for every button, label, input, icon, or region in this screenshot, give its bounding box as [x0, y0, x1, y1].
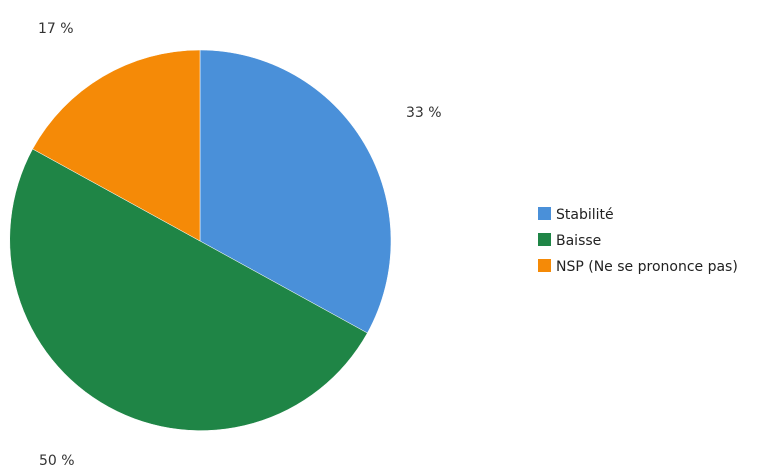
legend-swatch-3 — [538, 259, 551, 272]
pie-slice-1 — [199, 49, 392, 334]
legend-label-2: Baisse — [556, 233, 601, 249]
pie-slice-label-1: 33 % — [406, 105, 442, 121]
legend-swatch-1 — [538, 207, 551, 220]
pie-slice-3 — [32, 49, 201, 242]
legend-swatch-2 — [538, 233, 551, 246]
legend-label-3: NSP (Ne se prononce pas) — [556, 259, 738, 275]
pie-slice-label-3: 17 % — [38, 21, 74, 37]
legend: Stabilité Baisse NSP (Ne se prononce pas) — [538, 207, 738, 275]
pie-slice-2 — [9, 148, 368, 431]
pie-slices — [9, 49, 392, 431]
legend-label-1: Stabilité — [556, 207, 614, 223]
pie-percentage-labels: 33 % 50 % 17 % — [38, 21, 442, 466]
pie-slice-label-2: 50 % — [39, 453, 75, 466]
